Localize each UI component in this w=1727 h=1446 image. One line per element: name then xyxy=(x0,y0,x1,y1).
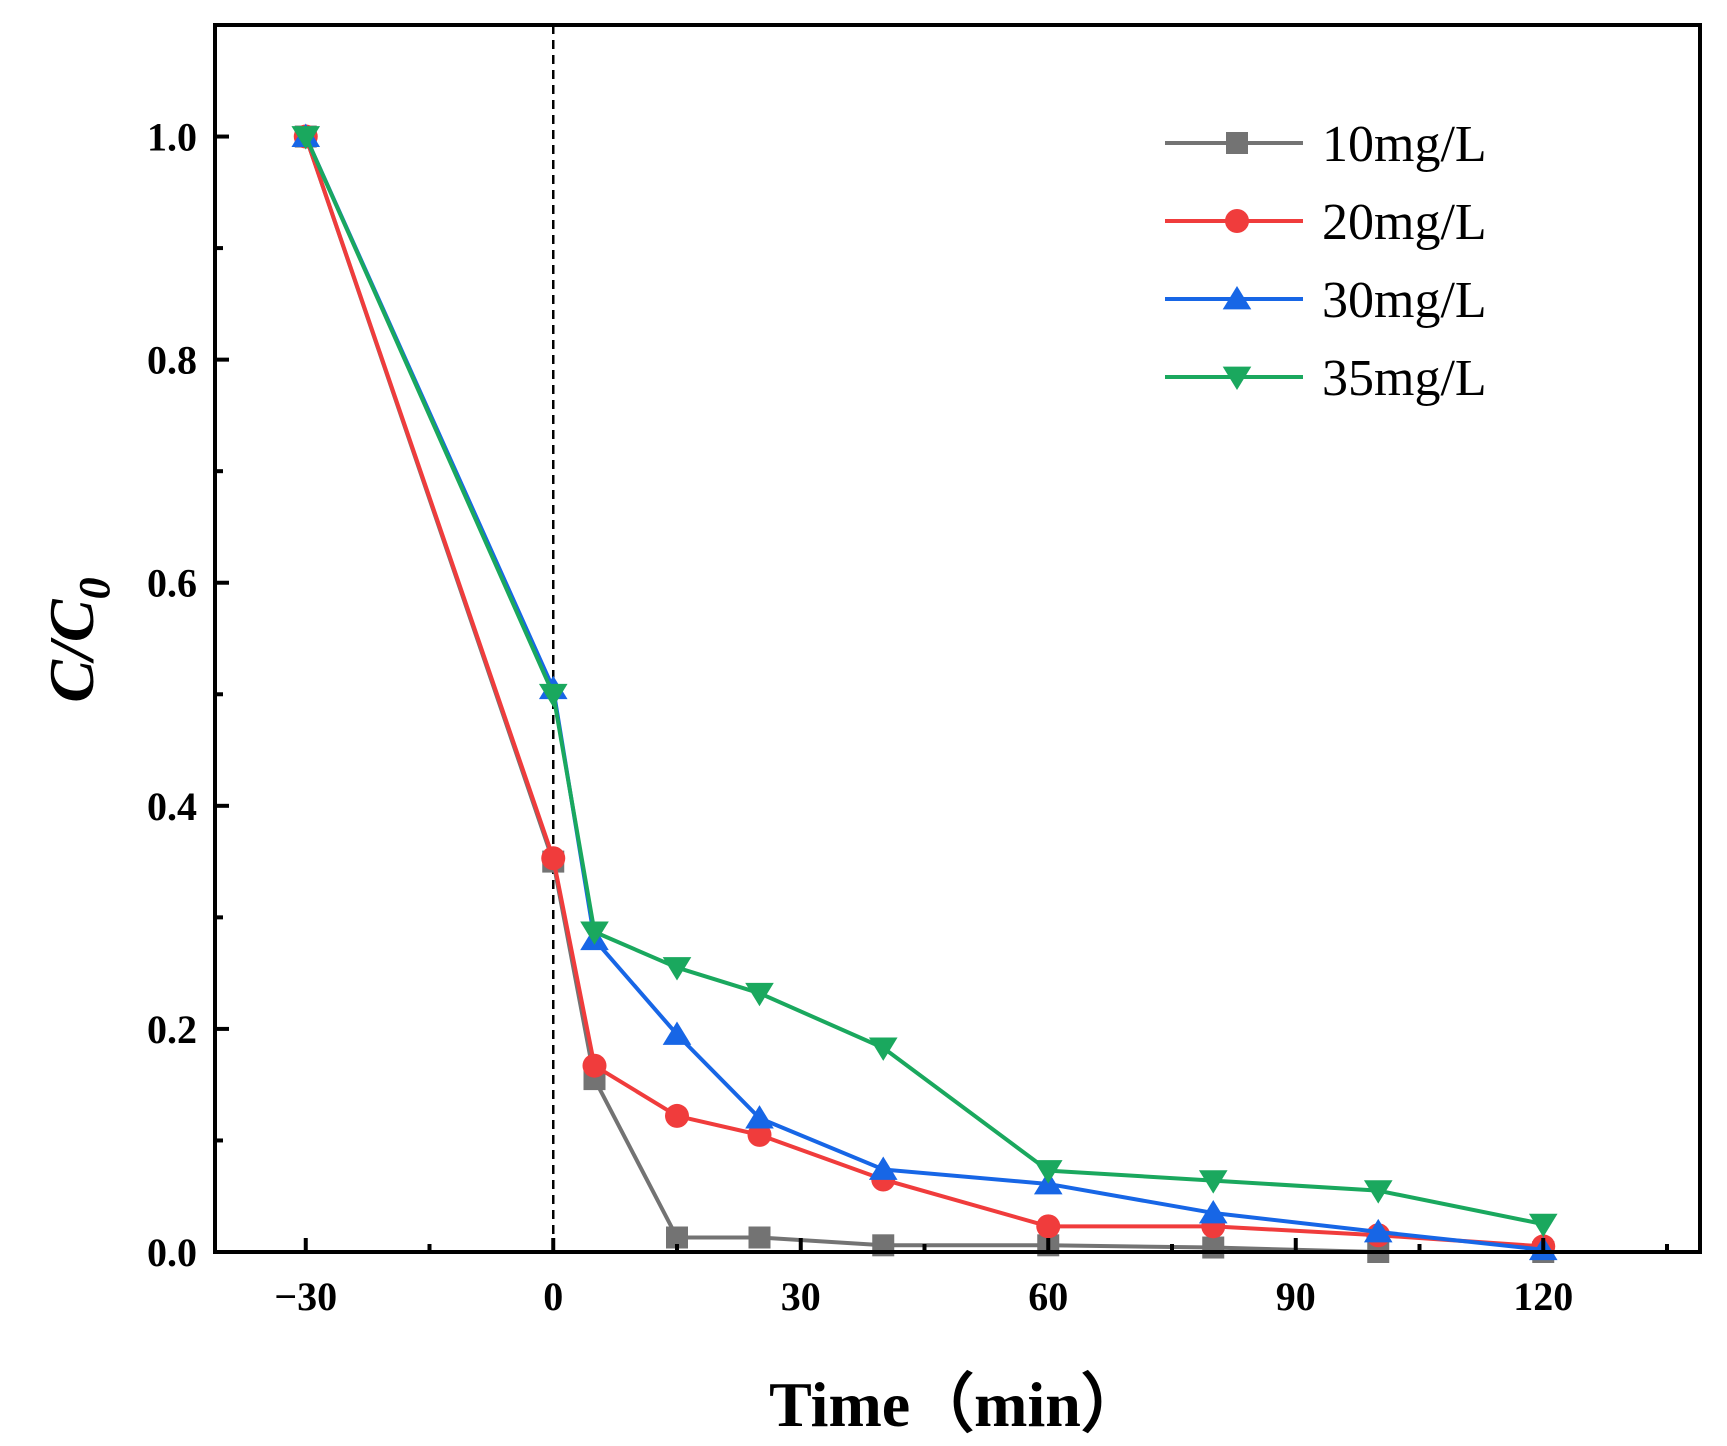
legend-marker-0 xyxy=(1226,132,1248,154)
data-point-3-4 xyxy=(745,982,774,1007)
y-axis-title: C/C0 xyxy=(36,577,119,702)
data-point-2-7 xyxy=(1198,1199,1228,1224)
data-point-1-3 xyxy=(665,1103,689,1128)
y-axis-title-main: C/C xyxy=(36,598,107,702)
data-point-3-8 xyxy=(1363,1180,1393,1204)
series-3 xyxy=(291,126,1558,1238)
x-tick-label-2: 30 xyxy=(781,1274,821,1319)
legend-label-1: 20mg/L xyxy=(1322,194,1487,251)
data-point-3-5 xyxy=(868,1037,898,1061)
legend-marker-1 xyxy=(1225,209,1249,233)
data-point-2-8 xyxy=(1363,1218,1393,1243)
y-tick-label-4: 0.8 xyxy=(147,338,197,383)
data-point-3-2 xyxy=(580,921,609,945)
data-point-0-7 xyxy=(1202,1236,1225,1259)
y-tick-label-1: 0.2 xyxy=(147,1007,197,1052)
x-tick-label-1: 0 xyxy=(543,1274,563,1319)
data-point-1-4 xyxy=(747,1122,772,1147)
data-point-3-6 xyxy=(1033,1160,1063,1184)
y-axis-title-subscript: 0 xyxy=(70,577,119,599)
data-point-3-7 xyxy=(1198,1170,1228,1194)
data-point-0-3 xyxy=(666,1226,688,1249)
legend-label-2: 30mg/L xyxy=(1322,272,1487,329)
data-point-2-4 xyxy=(745,1105,774,1129)
data-point-2-3 xyxy=(662,1021,692,1045)
x-tick-label-0: −30 xyxy=(274,1274,337,1319)
legend-entry-2: 30mg/L xyxy=(1165,272,1487,329)
legend-label-3: 35mg/L xyxy=(1322,350,1487,407)
series-line-1 xyxy=(303,135,1544,1249)
data-point-2-5 xyxy=(868,1156,898,1180)
x-tick-label-4: 90 xyxy=(1276,1274,1316,1319)
data-point-3-0 xyxy=(291,126,321,150)
x-tick-label-3: 60 xyxy=(1028,1274,1068,1319)
data-point-1-6 xyxy=(1036,1214,1061,1239)
plot-frame xyxy=(213,23,1702,1254)
legend-entry-1: 20mg/L xyxy=(1165,194,1487,251)
y-tick-label-2: 0.4 xyxy=(147,784,197,829)
data-point-3-9 xyxy=(1528,1213,1558,1238)
x-axis-title: Time（min） xyxy=(769,1369,1145,1440)
y-tick-label-3: 0.6 xyxy=(147,561,197,606)
y-tick-label-5: 1.0 xyxy=(147,115,197,160)
y-tick-label-0: 0.0 xyxy=(147,1230,197,1275)
series-line-3 xyxy=(303,135,1544,1227)
legend-marker-2 xyxy=(1222,286,1252,310)
legend-entry-0: 10mg/L xyxy=(1165,116,1487,173)
data-point-0-4 xyxy=(748,1226,771,1249)
data-point-1-2 xyxy=(582,1053,607,1078)
data-point-1-1 xyxy=(541,846,566,871)
data-point-3-1 xyxy=(538,683,568,708)
legend-marker-3 xyxy=(1222,366,1252,390)
legend-entry-3: 35mg/L xyxy=(1165,350,1487,407)
legend-label-0: 10mg/L xyxy=(1322,116,1487,173)
x-tick-label-5: 120 xyxy=(1513,1274,1573,1319)
data-point-3-3 xyxy=(662,957,692,981)
